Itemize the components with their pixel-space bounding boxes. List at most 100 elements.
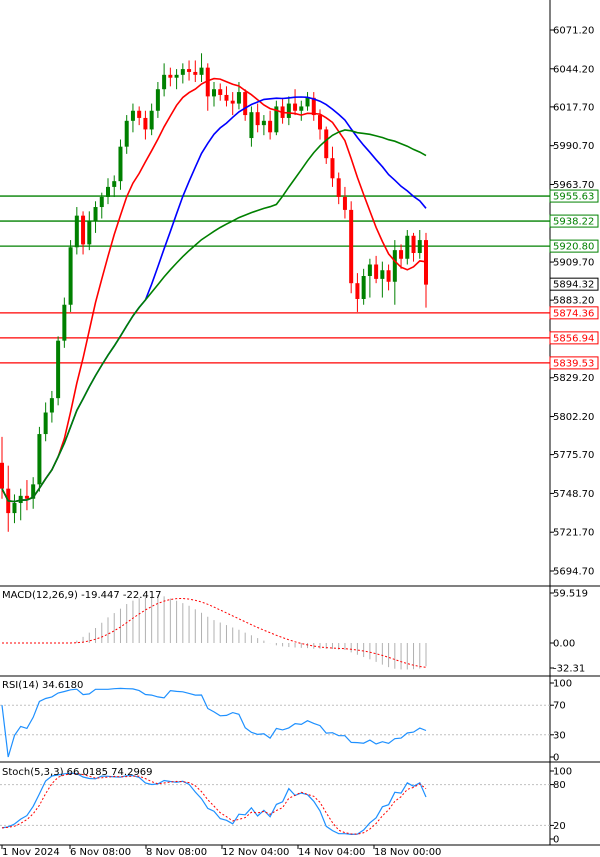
candle-body bbox=[87, 221, 92, 245]
rsi-line bbox=[1, 687, 427, 758]
price-level-label: 5856.94 bbox=[553, 333, 594, 344]
rsi-tick-label: 100 bbox=[553, 679, 572, 690]
price-tick-label: 6071.20 bbox=[553, 26, 594, 37]
candle-body bbox=[274, 106, 279, 133]
candle-body bbox=[349, 209, 354, 284]
candle-body bbox=[137, 110, 142, 118]
price-level-tag bbox=[549, 239, 599, 253]
candle-body bbox=[56, 340, 61, 399]
price-tick-label: 5909.70 bbox=[553, 258, 594, 269]
price-tick-label: 5883.20 bbox=[553, 296, 594, 307]
price-tick-label: 5694.70 bbox=[553, 567, 594, 578]
candle-body bbox=[106, 186, 110, 197]
price-tick-label: 6017.70 bbox=[553, 102, 594, 113]
current-price-label: 5894.32 bbox=[553, 280, 594, 291]
candle-body bbox=[361, 276, 366, 299]
candle-body bbox=[112, 181, 117, 187]
candle-body bbox=[49, 398, 54, 413]
price-level-tag bbox=[549, 356, 599, 370]
candle-body bbox=[130, 110, 135, 121]
ma-fast-line bbox=[1, 77, 427, 503]
price-level-tag bbox=[549, 189, 599, 203]
candle-body bbox=[330, 158, 335, 179]
candle-body bbox=[93, 207, 98, 222]
price-tick-label: 5748.70 bbox=[553, 489, 594, 500]
macd-tick-label: 0.00 bbox=[553, 639, 575, 650]
candle-body bbox=[180, 69, 185, 75]
macd-label: MACD(12,26,9) -19.447 -22.417 bbox=[2, 590, 162, 601]
price-level-label: 5938.22 bbox=[553, 217, 594, 228]
candle-body bbox=[318, 115, 322, 130]
candle-body bbox=[380, 270, 385, 279]
candle-body bbox=[12, 503, 17, 514]
candle-body bbox=[74, 215, 79, 248]
candle-body bbox=[224, 94, 229, 101]
price-tick-label: 5775.70 bbox=[553, 450, 594, 461]
candle-body bbox=[392, 250, 397, 282]
time-tick-label: 12 Nov 04:00 bbox=[222, 847, 289, 857]
candle-body bbox=[374, 264, 379, 279]
rsi-tick-label: 30 bbox=[553, 730, 566, 741]
candle-body bbox=[342, 196, 347, 210]
time-tick-label: 1 Nov 2024 bbox=[2, 847, 60, 857]
rsi-label: RSI(14) 34.6180 bbox=[2, 680, 83, 691]
candle-body bbox=[293, 103, 298, 111]
candle-body bbox=[31, 484, 36, 499]
macd-tick-label: -32.31 bbox=[553, 664, 585, 675]
candle-body bbox=[155, 89, 160, 111]
price-tick-label: 5963.70 bbox=[553, 180, 594, 191]
candle-body bbox=[255, 112, 260, 126]
candle-body bbox=[199, 67, 204, 75]
candle-body bbox=[411, 235, 416, 254]
price-level-tag bbox=[549, 214, 599, 228]
candle-body bbox=[367, 264, 372, 277]
rsi-tick-label: 0 bbox=[553, 753, 559, 764]
candle-body bbox=[124, 120, 129, 147]
candle-body bbox=[168, 74, 173, 78]
candle-body bbox=[43, 412, 48, 435]
candle-body bbox=[386, 270, 391, 282]
stoch-label: Stoch(5,3,3) 66.0185 74.2969 bbox=[2, 767, 153, 778]
price-tick-label: 6044.20 bbox=[553, 64, 594, 75]
candle-body bbox=[305, 97, 310, 107]
ma-slow-line bbox=[1, 129, 427, 503]
price-level-label: 5920.80 bbox=[553, 242, 594, 253]
macd-signal-line bbox=[2, 597, 427, 668]
stoch-tick-label: 0 bbox=[553, 835, 559, 846]
stoch-tick-label: 20 bbox=[553, 821, 566, 832]
candle-body bbox=[299, 106, 304, 111]
macd-tick-label: 59.519 bbox=[553, 589, 588, 600]
candle-body bbox=[355, 283, 360, 299]
price-tick-label: 5990.70 bbox=[553, 141, 594, 152]
candle-body bbox=[174, 74, 179, 78]
price-level-label: 5874.36 bbox=[553, 308, 594, 319]
time-tick-label: 6 Nov 08:00 bbox=[70, 847, 131, 857]
candle-body bbox=[405, 235, 410, 259]
stoch-tick-label: 80 bbox=[553, 780, 566, 791]
candle-body bbox=[0, 462, 4, 489]
price-tick-label: 5802.20 bbox=[553, 412, 594, 423]
candle-body bbox=[205, 67, 210, 97]
candle-body bbox=[230, 100, 235, 104]
candle-body bbox=[24, 495, 29, 499]
candle-body bbox=[62, 304, 67, 341]
price-level-tag bbox=[549, 331, 599, 345]
candle-body bbox=[249, 112, 254, 139]
stoch-d-line bbox=[1, 772, 427, 835]
rsi-tick-label: 70 bbox=[553, 701, 566, 712]
candle-body bbox=[311, 97, 316, 116]
candle-body bbox=[149, 110, 154, 130]
candle-body bbox=[81, 215, 86, 245]
candle-body bbox=[193, 71, 198, 75]
candle-body bbox=[118, 146, 123, 182]
price-tick-label: 5721.70 bbox=[553, 528, 594, 539]
price-level-label: 5955.63 bbox=[553, 192, 594, 203]
candle-body bbox=[324, 129, 329, 159]
candle-body bbox=[417, 240, 422, 254]
candle-body bbox=[236, 92, 241, 104]
time-tick-label: 18 Nov 00:00 bbox=[374, 847, 441, 857]
candle-body bbox=[268, 120, 273, 133]
candle-body bbox=[424, 240, 428, 285]
price-level-tag bbox=[549, 306, 599, 320]
